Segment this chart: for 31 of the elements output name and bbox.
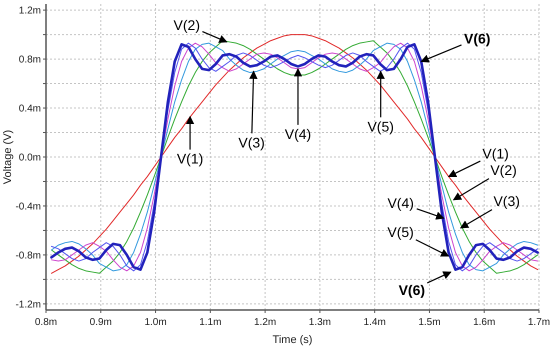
annotation: V(4): [284, 126, 312, 142]
y-tick-label: -0.8m: [15, 250, 41, 262]
annotation: V(5): [387, 224, 414, 240]
x-tick-label: 1.5m: [418, 317, 441, 328]
annotation: V(3): [493, 192, 520, 209]
annotation: V(5): [367, 118, 394, 134]
x-tick-label: 0.8m: [34, 317, 58, 328]
annotation: V(6): [398, 282, 426, 298]
annotation: V(1): [176, 150, 204, 167]
x-axis-title: Time (s): [272, 334, 312, 346]
y-tick-label: 0.4m: [18, 104, 41, 115]
x-tick-label: 1.3m: [308, 317, 332, 328]
annotation: V(6): [464, 30, 490, 47]
x-tick-label: 0.9m: [90, 317, 112, 328]
x-tick-label: 1.1m: [199, 317, 222, 328]
y-tick-label: 1.2m: [18, 6, 41, 17]
y-tick-label: -1.2m: [15, 299, 41, 310]
x-tick-label: 1.0m: [144, 317, 167, 328]
x-tick-label: 1.7m: [528, 317, 550, 328]
annotation: V(3): [238, 134, 265, 150]
y-tick-label: -0.4m: [15, 201, 41, 212]
x-tick-label: 1.6m: [473, 317, 496, 328]
y-axis-title: Voltage (V): [2, 130, 14, 184]
x-tick-label: 1.4m: [364, 317, 386, 328]
annotation: V(4): [387, 195, 414, 212]
x-tick-label: 1.2m: [254, 317, 276, 328]
y-tick-label: 0.0m: [18, 152, 41, 164]
y-tick-label: 0.8m: [18, 54, 41, 66]
annotation: V(2): [490, 162, 517, 178]
annotation: V(2): [174, 16, 200, 33]
annotation: V(1): [482, 146, 509, 162]
